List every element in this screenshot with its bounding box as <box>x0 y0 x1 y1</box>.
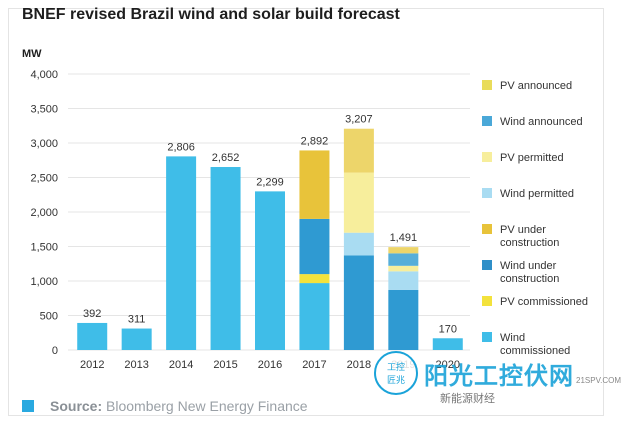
legend-label: Wind announced <box>500 116 583 128</box>
y-tick-label: 4,000 <box>30 69 58 81</box>
x-tick-label: 2020 <box>436 359 460 371</box>
x-tick-label: 2013 <box>124 359 148 371</box>
watermark-badge-line2: 匠兆 <box>386 375 405 385</box>
bar-segment <box>343 232 374 256</box>
watermark-badge-icon: 工控 匠兆 <box>374 351 418 395</box>
y-tick-label: 1,500 <box>30 242 58 254</box>
x-tick-label: 2018 <box>347 359 371 371</box>
y-tick-label: 3,500 <box>30 104 58 116</box>
bar-segment <box>343 128 374 173</box>
legend-swatch <box>482 116 492 126</box>
watermark-main: 阳光工控伏网 <box>424 362 574 390</box>
legend-swatch <box>482 188 492 198</box>
bar-segment <box>299 274 330 284</box>
y-axis-unit: MW <box>22 48 42 60</box>
legend-swatch <box>482 260 492 270</box>
bar-segment <box>388 271 419 290</box>
legend-swatch <box>482 80 492 90</box>
bar-segment <box>166 156 197 350</box>
bar-total-label: 1,491 <box>390 232 418 244</box>
x-tick-label: 2017 <box>302 359 326 371</box>
source-square-icon <box>22 400 34 412</box>
x-tick-label: 2015 <box>213 359 237 371</box>
legend-swatch <box>482 296 492 306</box>
bar-total-label: 311 <box>128 314 146 326</box>
bar-segment <box>388 253 419 266</box>
source-prefix: Source: <box>50 398 103 414</box>
bar-segment <box>77 322 108 350</box>
legend-label: Wind commissioned <box>500 332 570 357</box>
bar-total-label: 3,207 <box>345 114 373 126</box>
bar-segment <box>299 218 330 275</box>
bar-segment <box>210 167 241 350</box>
x-tick-label: 2014 <box>169 359 193 371</box>
x-tick-label: 2012 <box>80 359 104 371</box>
bar-total-label: 2,652 <box>212 152 240 164</box>
watermark: 工控 匠兆 阳光工控伏网 21SPV.COM <box>374 348 621 398</box>
y-tick-label: 3,000 <box>30 138 58 150</box>
bar-segment <box>343 172 374 233</box>
bar-segment <box>432 338 463 350</box>
bar-segment <box>121 328 152 350</box>
bar-total-label: 2,892 <box>301 135 329 147</box>
legend-label: PV announced <box>500 80 572 92</box>
bar-segment <box>343 255 374 350</box>
watermark-site: 21SPV.COM <box>576 376 621 385</box>
bar-total-label: 392 <box>83 308 101 320</box>
bar-segment <box>299 283 330 350</box>
bar-segment <box>388 289 419 350</box>
bar-segment <box>388 265 419 272</box>
watermark-handle: 新能源财经 <box>440 393 495 405</box>
y-tick-label: 0 <box>52 345 58 357</box>
watermark-badge-line1: 工控 <box>386 362 405 372</box>
legend-swatch <box>482 332 492 342</box>
y-tick-label: 2,000 <box>30 207 58 219</box>
y-tick-label: 500 <box>40 311 58 323</box>
legend-swatch <box>482 152 492 162</box>
chart-title: BNEF revised Brazil wind and solar build… <box>22 6 400 23</box>
bar-total-label: 170 <box>439 323 457 335</box>
y-tick-label: 1,000 <box>30 276 58 288</box>
source-text: Bloomberg New Energy Finance <box>106 398 308 414</box>
legend-swatch <box>482 224 492 234</box>
x-tick-label: 2016 <box>258 359 282 371</box>
bar-total-label: 2,806 <box>167 141 195 153</box>
legend-label: Wind under construction <box>500 260 559 285</box>
legend-label: Wind permitted <box>500 188 574 200</box>
source-note: Source: Bloomberg New Energy Finance <box>22 398 308 414</box>
bar-segment <box>255 191 285 350</box>
bar-segment <box>299 150 330 219</box>
y-tick-label: 2,500 <box>30 173 58 185</box>
legend-label: PV under construction <box>500 224 559 249</box>
legend-label: PV commissioned <box>500 296 588 308</box>
bar-segment <box>388 247 419 254</box>
legend-label: PV permitted <box>500 152 564 164</box>
bar-total-label: 2,299 <box>256 176 284 188</box>
